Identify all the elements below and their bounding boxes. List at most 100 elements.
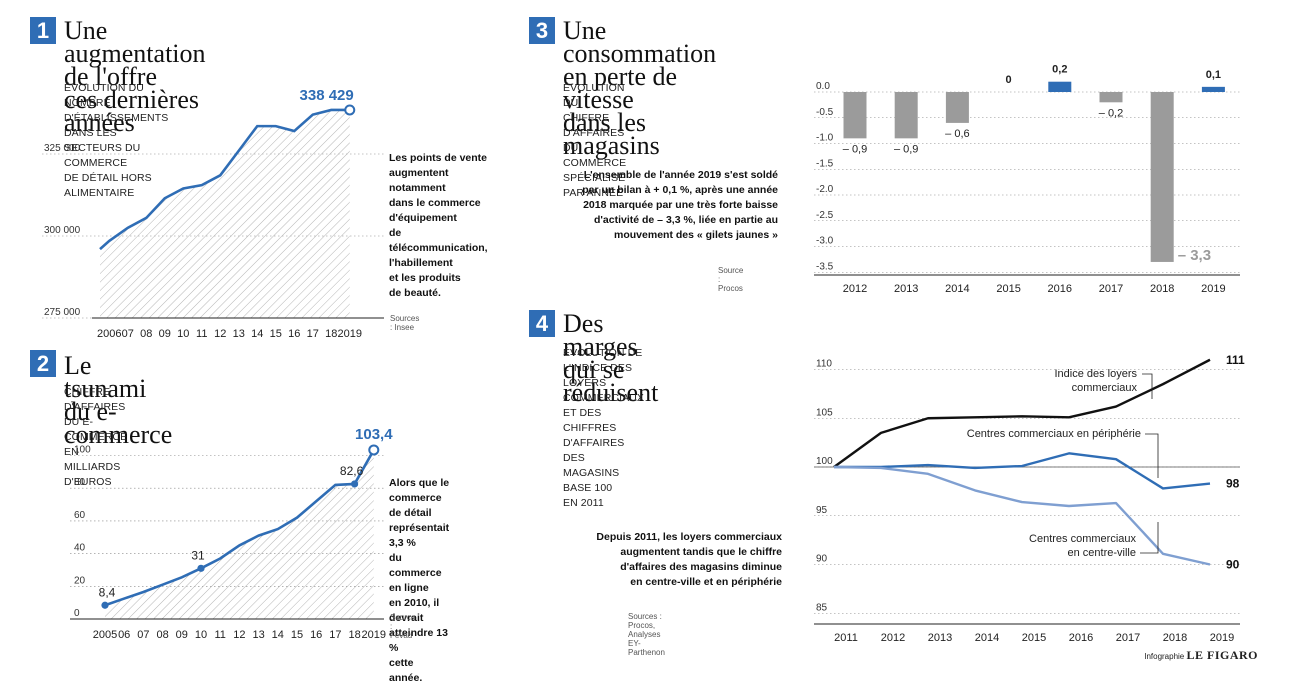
x-tick-label: 08 <box>140 328 152 340</box>
x-tick-label: 2011 <box>834 632 858 644</box>
series-label: commerciaux <box>1072 382 1138 394</box>
series-label: Centres commerciaux <box>1029 533 1136 545</box>
value-label: 0,2 <box>1052 64 1067 76</box>
panel-subtitle: Évolution du chiffre d'affaires du comme… <box>563 82 627 199</box>
source-label: Source : Procos <box>718 266 744 293</box>
source-label: Sources : Insee <box>390 314 420 332</box>
leader-line <box>1142 373 1153 399</box>
value-label: 0 <box>1006 74 1012 86</box>
panel-note: Les points de vente augmentent notamment… <box>389 152 488 299</box>
y-tick-label: 105 <box>816 407 833 418</box>
area-fill <box>100 109 350 318</box>
x-tick-label: 2017 <box>1099 283 1123 295</box>
x-tick-label: 2012 <box>881 632 905 644</box>
panel-note: Depuis 2011, les loyers commerciaux augm… <box>596 531 782 588</box>
y-tick-label: -3.0 <box>816 236 834 247</box>
y-tick-label: -2.0 <box>816 184 834 195</box>
y-tick-label: 0.0 <box>816 81 830 92</box>
x-tick-label: 2014 <box>945 283 969 295</box>
x-tick-label: 14 <box>272 629 284 641</box>
point-label: 8,4 <box>99 585 116 599</box>
chart-consommation: 0.0 -0.5 -1.0 -1.5 -2.0 -2.5 -3.0 -3.5 – 0,9 2012… <box>814 64 1240 295</box>
x-tick-label: 10 <box>195 629 207 641</box>
footer-credit: Infographie LE FIGARO <box>1144 648 1258 663</box>
leader-line <box>1145 433 1159 478</box>
end-value-label: 111 <box>1226 353 1245 367</box>
series-label: Indice des loyers <box>1054 368 1137 380</box>
y-tick-label: 100 <box>74 445 91 456</box>
panel-note: L'ensemble de l'année 2019 s'est soldé p… <box>582 169 778 241</box>
y-tick-label: 85 <box>816 602 828 613</box>
y-tick-label: -2.5 <box>816 210 834 221</box>
x-tick-label: 15 <box>270 328 282 340</box>
y-tick-label: -1.0 <box>816 133 834 144</box>
y-tick-label: 95 <box>816 505 828 516</box>
chart-ecommerce: 0 20 40 60 80 100 8,4 31 82,6 103,4 2005 06 07 08 09 10… <box>70 426 393 641</box>
y-tick-label: -0.5 <box>816 107 834 118</box>
y-tick-label: 100 <box>816 456 833 467</box>
end-value-label: 98 <box>1226 477 1240 491</box>
panel-note: Alors que le commerce de détail représen… <box>389 477 450 684</box>
y-tick-label: 20 <box>74 575 86 586</box>
bar <box>894 92 918 139</box>
x-tick-label: 15 <box>291 629 303 641</box>
point-label: 82,6 <box>340 464 364 478</box>
series-line <box>104 449 375 607</box>
value-label: – 0,2 <box>1099 107 1123 119</box>
y-tick-label: 325 000 <box>44 143 81 154</box>
x-tick-label: 2014 <box>975 632 999 644</box>
x-tick-label: 08 <box>156 629 168 641</box>
y-tick-label: 110 <box>816 359 832 370</box>
y-tick-label: -3.5 <box>816 261 834 272</box>
footer-prefix: Infographie <box>1144 652 1185 661</box>
leader-line <box>1140 522 1159 554</box>
point-label: 103,4 <box>355 426 393 443</box>
x-tick-label: 11 <box>214 629 225 641</box>
panel-subtitle: Évolution de l'indice des loyers commerc… <box>563 347 645 509</box>
x-tick-label: 2012 <box>843 283 867 295</box>
area-fill <box>105 449 374 619</box>
data-point <box>197 564 205 572</box>
panel-number: 4 <box>529 310 555 337</box>
x-tick-label: 13 <box>252 629 264 641</box>
x-tick-label: 09 <box>176 629 188 641</box>
source-label: Sources : Procos, Analyses EY-Parthenon <box>628 612 665 657</box>
value-label: – 0,6 <box>945 128 969 140</box>
panel-title: Des marges qui se réduisent <box>563 309 659 407</box>
bar <box>1048 81 1072 92</box>
x-tick-label: 2015 <box>1022 632 1046 644</box>
panel-number: 1 <box>30 17 56 44</box>
x-tick-label: 2016 <box>1069 632 1093 644</box>
brand-logo: LE FIGARO <box>1186 648 1258 662</box>
x-tick-label: 2013 <box>894 283 918 295</box>
x-tick-label: 17 <box>307 328 319 340</box>
x-tick-label: 18 <box>348 629 360 641</box>
y-tick-label: 80 <box>74 477 86 488</box>
panel-number: 2 <box>30 350 56 377</box>
line-peripherie <box>834 452 1211 490</box>
chart-offre: 275 000 300 000 325 000 338 429 2006 07 08 09 10… <box>42 87 384 340</box>
bar <box>1150 92 1174 262</box>
x-tick-label: 17 <box>329 629 341 641</box>
x-tick-label: 2019 <box>338 328 362 340</box>
bar <box>843 92 867 139</box>
bar <box>1201 86 1225 92</box>
value-label: 0,1 <box>1206 69 1221 81</box>
y-tick-label: -1.5 <box>816 158 834 169</box>
x-tick-label: 10 <box>177 328 189 340</box>
x-tick-label: 2005 <box>93 629 117 641</box>
value-label: – 0,9 <box>894 143 918 155</box>
x-tick-label: 2018 <box>1150 283 1174 295</box>
y-tick-label: 0 <box>74 608 80 619</box>
series-line <box>99 108 350 251</box>
x-tick-label: 16 <box>288 328 300 340</box>
x-tick-label: 06 <box>118 629 130 641</box>
y-tick-label: 300 000 <box>44 225 81 236</box>
bar <box>1099 92 1123 103</box>
line-indice-loyers <box>833 358 1211 468</box>
x-tick-label: 2013 <box>928 632 952 644</box>
x-tick-label: 2018 <box>1163 632 1187 644</box>
x-tick-label: 2015 <box>996 283 1020 295</box>
value-label: – 0,9 <box>843 143 867 155</box>
